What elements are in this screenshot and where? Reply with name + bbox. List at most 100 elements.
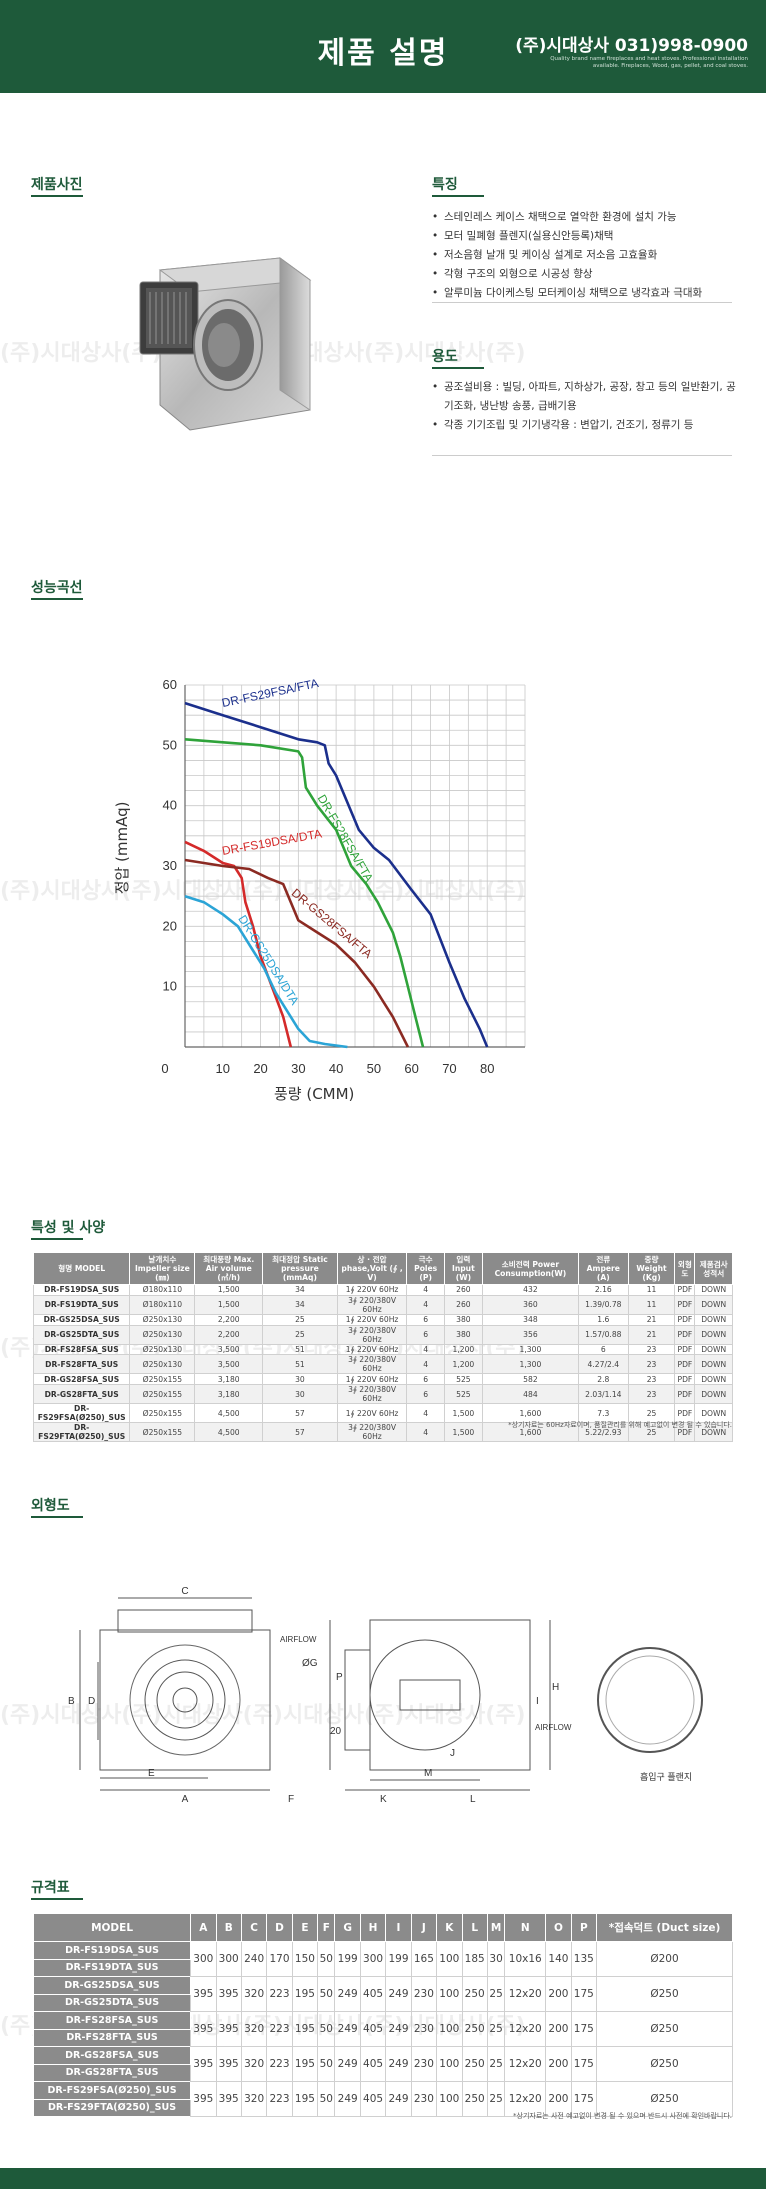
table-row: DR-GS25DTA_SUS (32, 1993, 733, 2012)
pdf-link[interactable]: PDF (674, 1294, 696, 1315)
pdf-link[interactable]: PDF (674, 1313, 696, 1326)
series-label: DR-FS29FSA/FTA (220, 676, 319, 710)
table-cell: 1,500 (194, 1294, 264, 1315)
table-header-cell: M (486, 1913, 506, 1942)
pdf-link[interactable]: PDF (674, 1343, 696, 1356)
model-cell: DR-FS19DTA_SUS (32, 1958, 192, 1977)
spec-note: *상기자료는 60Hz자료이며, 품질관리를 위해 예고없이 변경 될 수 있습… (508, 1421, 732, 1429)
download-link[interactable]: DOWN (694, 1324, 733, 1345)
table-row: DR-FS28FTA_SUS Ø250x130 3,500 51 3∮ 220/380V… (32, 1354, 733, 1375)
table-cell: 4 (406, 1343, 445, 1356)
download-link[interactable]: DOWN (694, 1343, 733, 1356)
model-cell: DR-FS29FTA(Ø250)_SUS (32, 2098, 192, 2117)
table-header-cell: E (291, 1913, 319, 1942)
table-cell: 135 (570, 1941, 598, 1977)
y-tick-label: 10 (163, 979, 177, 994)
table-cell: Ø250x130 (129, 1343, 196, 1356)
table-cell: 484 (481, 1384, 579, 1405)
table-cell: 12x20 (504, 2011, 547, 2047)
x-tick-label: 80 (480, 1061, 494, 1076)
table-cell: 12x20 (504, 2046, 547, 2082)
table-cell: 21 (627, 1324, 676, 1345)
table-row: DR-GS28FSA_SUS 395 395 320 223 195 50 249 405 249… (32, 2046, 733, 2082)
y-tick-label: 60 (163, 677, 177, 692)
download-link[interactable]: DOWN (694, 1422, 733, 1443)
pdf-link[interactable]: PDF (674, 1373, 696, 1386)
table-header-cell: 최대풍량 Max. Air volume (㎥/h) (194, 1252, 264, 1285)
table-cell: 260 (443, 1294, 483, 1315)
table-cell: 249 (334, 2081, 361, 2117)
table-cell: 1.57/0.88 (577, 1324, 629, 1345)
download-link[interactable]: DOWN (694, 1373, 733, 1386)
table-cell: 2.16 (577, 1284, 629, 1296)
series-label: DR-FS19DSA/DTA (221, 827, 323, 858)
table-cell: 1,600 (481, 1403, 579, 1424)
outline-drawing: C B D E A F ØG AIRFLOW P 20 H I J M K L … (68, 1586, 703, 1805)
table-cell: 4 (406, 1403, 445, 1424)
dim-label: M (424, 1768, 432, 1779)
product-photo (120, 240, 320, 440)
pdf-link[interactable]: PDF (674, 1384, 696, 1405)
table-cell: DR-FS28FSA_SUS (32, 1343, 131, 1356)
table-cell: 395 (215, 1976, 242, 2012)
table-cell: 405 (359, 2046, 387, 2082)
download-link[interactable]: DOWN (694, 1313, 733, 1326)
x-tick-label: 40 (329, 1061, 343, 1076)
table-cell: 300 (359, 1941, 387, 1977)
table-header-cell: 상 · 전압 phase,Volt (∮ , V) (336, 1252, 408, 1285)
table-header-cell: P (570, 1913, 598, 1942)
table-cell: 1,300 (481, 1354, 579, 1375)
y-tick-label: 30 (163, 858, 177, 873)
pdf-link[interactable]: PDF (674, 1422, 696, 1443)
table-cell: 150 (291, 1941, 319, 1977)
pdf-link[interactable]: PDF (674, 1324, 696, 1345)
table-cell: 185 (461, 1941, 488, 1977)
table-cell: 223 (266, 2046, 293, 2082)
download-link[interactable]: DOWN (694, 1284, 733, 1296)
download-link[interactable]: DOWN (694, 1354, 733, 1375)
table-cell: 4 (406, 1294, 445, 1315)
table-cell: 25 (262, 1313, 338, 1326)
table-cell: 175 (570, 2046, 598, 2082)
table-cell: Ø250 (596, 1976, 733, 2012)
table-cell: 6 (577, 1343, 629, 1356)
table-header-cell: *접속덕트 (Duct size) (596, 1913, 733, 1942)
table-cell: 51 (262, 1343, 338, 1356)
table-row: DR-GS28FTA_SUS (32, 2063, 733, 2082)
series-line (184, 840, 293, 1048)
list-item: 각종 기기조립 및 기기냉각용 : 변압기, 건조기, 정류기 등 (432, 416, 737, 435)
download-link[interactable]: DOWN (694, 1384, 733, 1405)
table-row: DR-FS28FSA_SUS 395 395 320 223 195 50 249 405 249… (32, 2011, 733, 2047)
table-cell: 249 (385, 2046, 412, 2082)
table-cell: 10x16 (504, 1941, 547, 1977)
x-tick-label: 70 (442, 1061, 456, 1076)
pdf-link[interactable]: PDF (674, 1354, 696, 1375)
table-cell: 249 (334, 1976, 361, 2012)
table-cell: 395 (190, 2011, 217, 2047)
table-cell: 249 (385, 2011, 412, 2047)
table-cell: 100 (436, 2081, 463, 2117)
table-header-cell: D (266, 1913, 293, 1942)
x-tick-label: 10 (216, 1061, 230, 1076)
table-cell: 6 (406, 1313, 445, 1326)
table-cell: 260 (443, 1284, 483, 1296)
download-link[interactable]: DOWN (694, 1403, 733, 1424)
table-header-cell: 외형도 (674, 1252, 696, 1285)
table-cell: 2.03/1.14 (577, 1384, 629, 1405)
table-cell: 320 (240, 2046, 268, 2082)
pdf-link[interactable]: PDF (674, 1284, 696, 1296)
table-header-cell: MODEL (32, 1913, 192, 1942)
page-header: 제품 설명 (주)시대상사 031)998-0900 Quality brand… (0, 0, 766, 93)
table-cell: 1∮ 220V 60Hz (336, 1313, 408, 1326)
table-header-cell: G (334, 1913, 361, 1942)
table-cell: Ø200 (596, 1941, 733, 1977)
table-cell: 249 (334, 2046, 361, 2082)
table-cell: Ø250x130 (129, 1324, 196, 1345)
model-cell: DR-GS25DSA_SUS (32, 1976, 192, 1995)
table-cell: DR-FS19DTA_SUS (32, 1294, 131, 1315)
download-link[interactable]: DOWN (694, 1294, 733, 1315)
table-cell: 405 (359, 2081, 387, 2117)
table-cell: DR-GS25DTA_SUS (32, 1324, 131, 1345)
table-header-cell: O (545, 1913, 572, 1942)
table-header-cell: 전류 Ampere (A) (577, 1252, 629, 1285)
